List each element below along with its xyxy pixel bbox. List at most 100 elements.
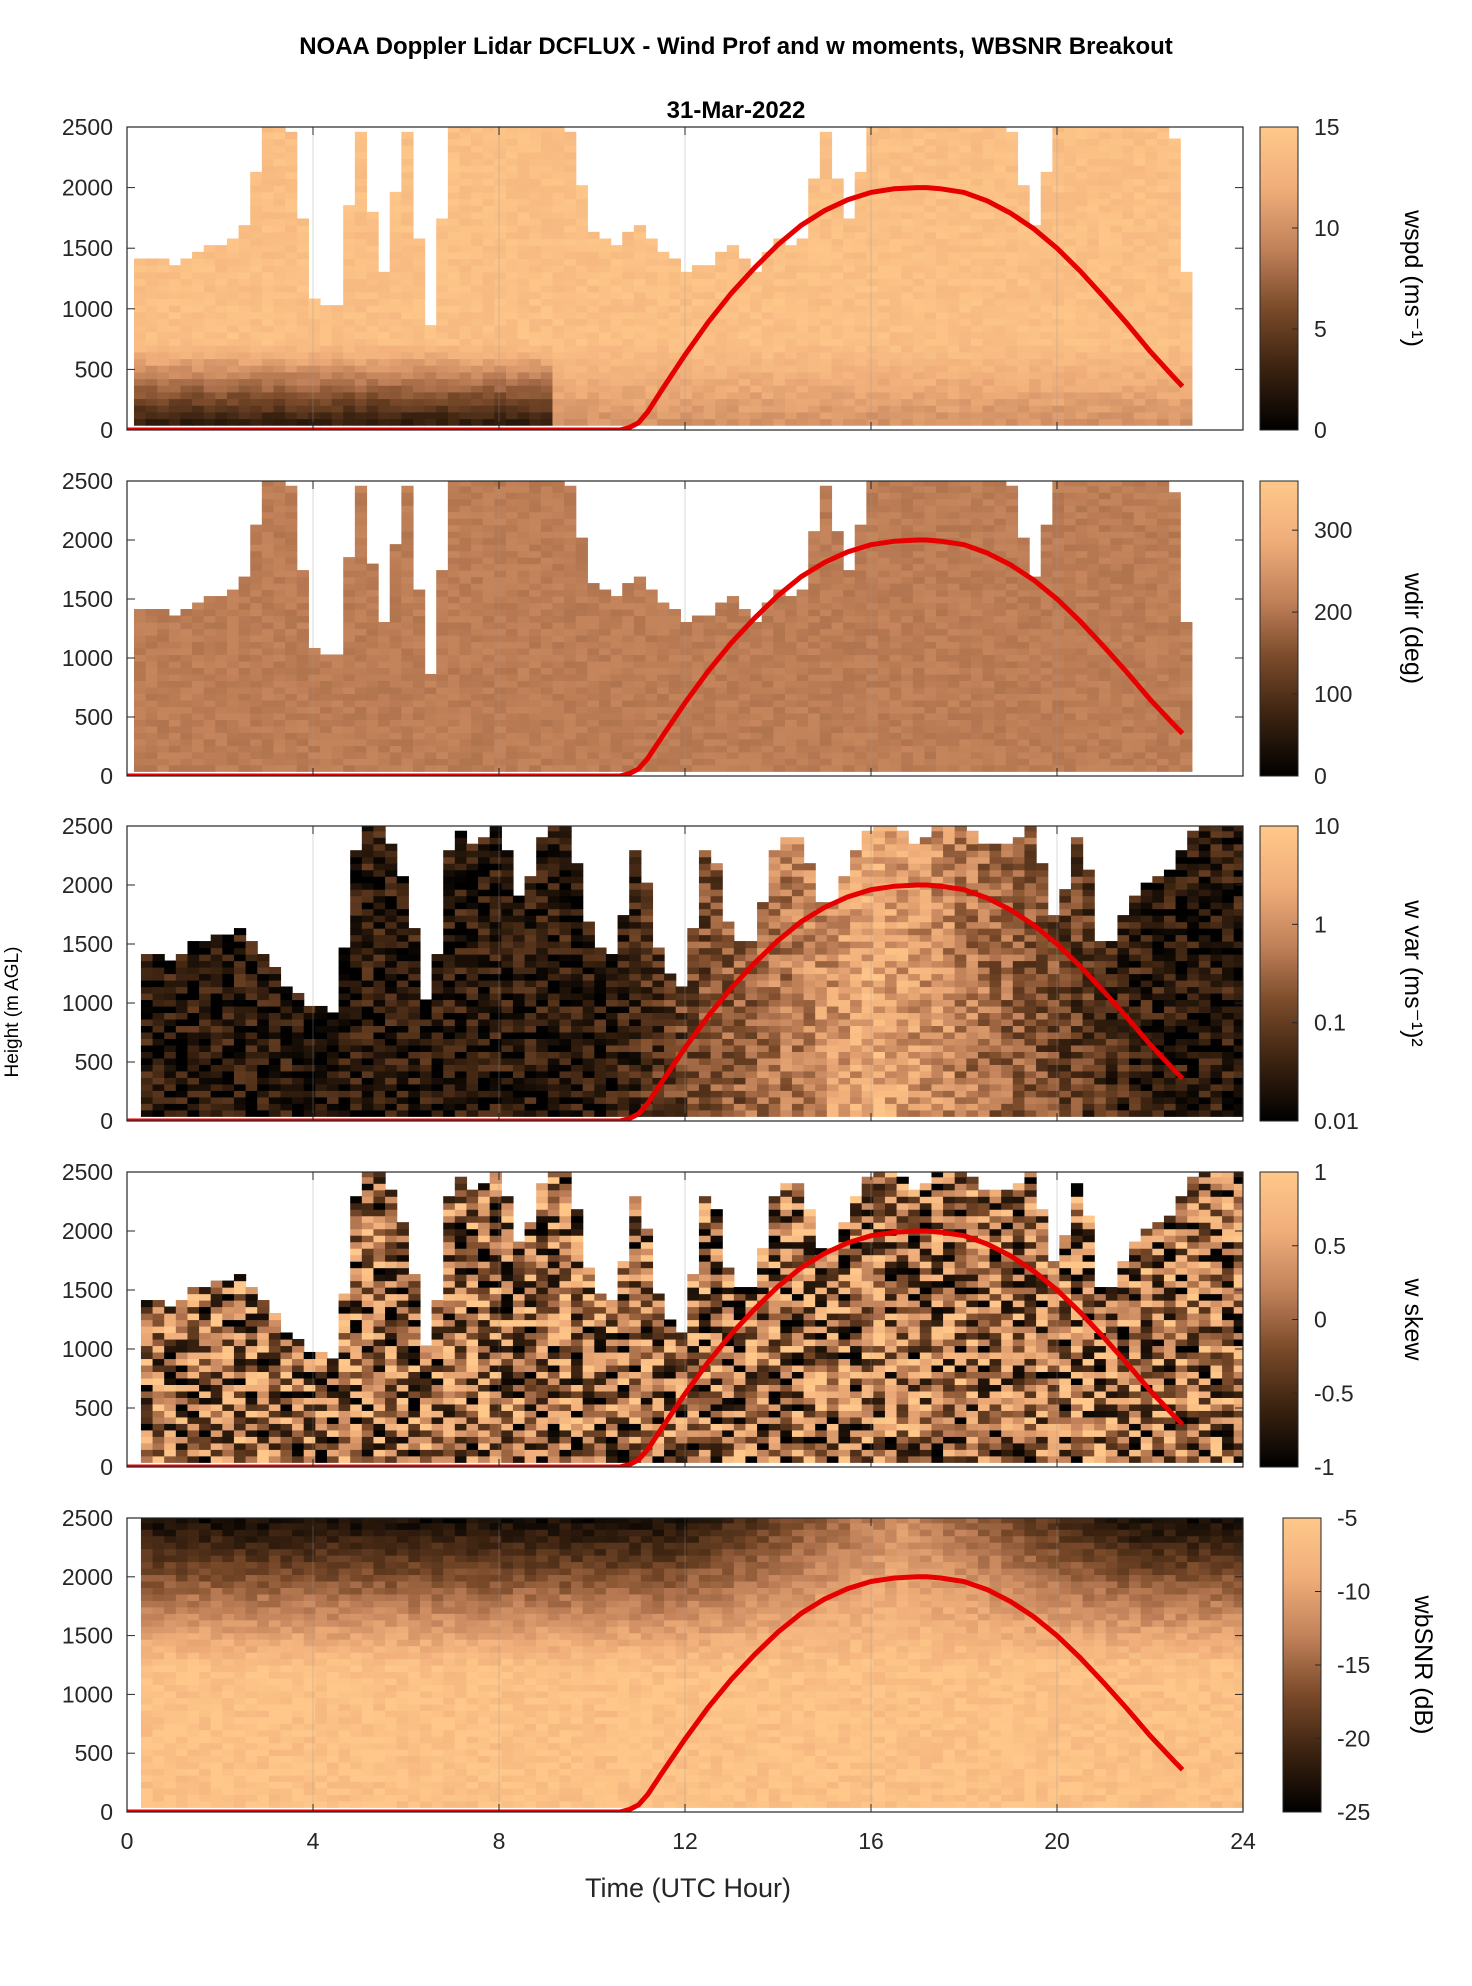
heatmap-cell xyxy=(1168,211,1181,220)
heatmap-cell xyxy=(633,398,647,406)
heatmap-cell xyxy=(540,231,554,240)
heatmap-cell xyxy=(285,391,298,400)
heatmap-cell xyxy=(424,325,437,333)
heatmap-cell xyxy=(610,365,623,373)
heatmap-cell xyxy=(1122,311,1135,320)
heatmap-cell xyxy=(471,371,484,380)
heatmap-cell xyxy=(494,258,507,266)
heatmap-cell xyxy=(389,706,402,714)
heatmap-cell xyxy=(378,398,391,406)
heatmap-cell xyxy=(924,138,937,146)
heatmap-cell xyxy=(715,338,728,346)
heatmap-cell xyxy=(226,706,240,714)
heatmap-cell xyxy=(471,686,484,694)
heatmap-cell xyxy=(1040,305,1053,313)
heatmap-cell xyxy=(436,602,449,610)
heatmap-cell xyxy=(750,764,763,772)
heatmap-cell xyxy=(180,391,193,400)
heatmap-cell xyxy=(261,311,275,320)
heatmap-cell xyxy=(715,758,728,766)
heatmap-cell xyxy=(168,712,182,720)
heatmap-cell xyxy=(250,345,263,353)
heatmap-cell xyxy=(889,127,902,133)
heatmap-cell xyxy=(1145,165,1158,173)
heatmap-cell xyxy=(378,622,391,630)
heatmap-cell xyxy=(1063,358,1077,366)
heatmap-cell xyxy=(924,171,937,180)
heatmap-cell xyxy=(668,331,681,340)
heatmap-cell xyxy=(447,411,461,420)
heatmap-cell xyxy=(354,358,368,366)
heatmap-cell xyxy=(378,706,391,714)
heatmap-cell xyxy=(1180,331,1193,340)
heatmap-cell xyxy=(889,351,902,360)
heatmap-cell xyxy=(808,285,821,293)
heatmap-cell xyxy=(296,231,309,240)
heatmap-cell xyxy=(401,609,414,617)
heatmap-cell xyxy=(389,699,402,707)
heatmap-cell xyxy=(831,285,844,293)
heatmap-cell xyxy=(133,265,147,273)
heatmap-cell xyxy=(343,391,356,400)
heatmap-cell xyxy=(1156,318,1170,326)
heatmap-cell xyxy=(1110,371,1123,380)
heatmap-cell xyxy=(1145,418,1158,426)
heatmap-cell xyxy=(494,318,507,326)
heatmap-cell xyxy=(133,391,147,400)
heatmap-cell xyxy=(1110,131,1123,140)
heatmap-cell xyxy=(540,171,554,180)
heatmap-cell xyxy=(354,498,368,506)
heatmap-cell xyxy=(133,712,147,720)
heatmap-cell xyxy=(540,258,554,266)
heatmap-cell xyxy=(1110,205,1123,213)
heatmap-cell xyxy=(517,391,530,400)
heatmap-cell xyxy=(343,719,356,727)
heatmap-cell xyxy=(366,271,379,280)
heatmap-cell xyxy=(482,505,495,513)
heatmap-cell xyxy=(796,411,809,420)
heatmap-cell xyxy=(447,365,461,373)
heatmap-cell xyxy=(529,628,542,636)
heatmap-cell xyxy=(459,524,472,532)
heatmap-cell xyxy=(901,127,914,133)
heatmap-cell xyxy=(319,358,333,366)
heatmap-cell xyxy=(540,311,554,320)
heatmap-cell xyxy=(598,699,612,707)
heatmap-cell xyxy=(1110,238,1123,246)
heatmap-cell xyxy=(168,278,182,286)
heatmap-cell xyxy=(366,305,379,313)
heatmap-cell xyxy=(1087,345,1100,353)
heatmap-cell xyxy=(203,628,216,636)
heatmap-cell xyxy=(354,706,368,714)
heatmap-cell xyxy=(1052,378,1065,386)
heatmap-cell xyxy=(273,291,286,300)
heatmap-cell xyxy=(1122,211,1135,220)
heatmap-cell xyxy=(1029,358,1042,366)
heatmap-cell xyxy=(726,265,740,273)
heatmap-cell xyxy=(296,641,309,649)
heatmap-cell xyxy=(622,758,635,766)
heatmap-cell xyxy=(1029,338,1042,346)
heatmap-cell xyxy=(285,622,298,630)
heatmap-cell xyxy=(773,411,786,420)
heatmap-cell xyxy=(970,311,984,320)
heatmap-cell xyxy=(1063,131,1077,140)
heatmap-cell xyxy=(1156,331,1170,340)
heatmap-cell xyxy=(1110,138,1123,146)
heatmap-cell xyxy=(389,673,402,682)
heatmap-cell xyxy=(912,171,926,180)
heatmap-cell xyxy=(959,398,972,406)
heatmap-cell xyxy=(715,351,728,360)
heatmap-cell xyxy=(936,171,949,180)
heatmap-cell xyxy=(494,673,507,682)
heatmap-cell xyxy=(703,398,716,406)
heatmap-cell xyxy=(517,165,530,173)
heatmap-cell xyxy=(575,622,588,630)
heatmap-cell xyxy=(552,245,565,253)
heatmap-cell xyxy=(145,764,158,772)
heatmap-cell xyxy=(180,351,193,360)
heatmap-cell xyxy=(598,693,612,701)
heatmap-cell xyxy=(494,524,507,532)
heatmap-cell xyxy=(192,351,205,360)
